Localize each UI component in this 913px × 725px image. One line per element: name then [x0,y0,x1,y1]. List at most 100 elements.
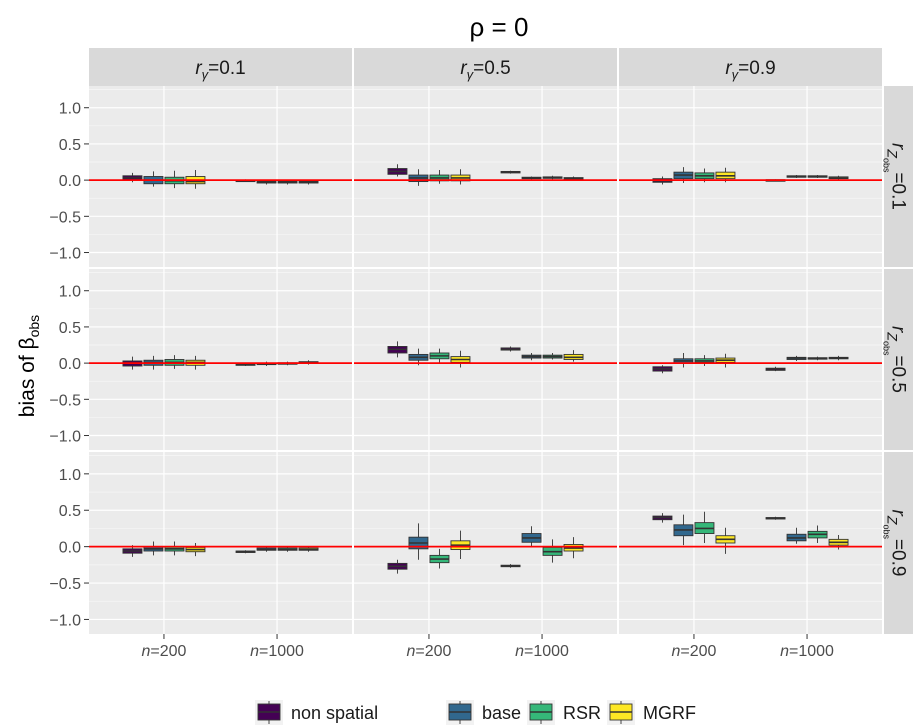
y-tick-label: 0.0 [59,356,81,373]
y-tick-label: 1.0 [59,467,81,484]
strip-row-subsub: obs [882,341,892,356]
box-base [786,175,807,178]
box-non-spatial [500,564,521,568]
box-mgrf [563,350,584,362]
legend-item-mgrf: MGRF [607,700,696,725]
strip-col-suffix: =0.1 [208,58,246,79]
x-tick-rest: =200 [415,643,451,660]
strip-col-3 [619,48,882,86]
box-non-spatial [387,559,408,574]
strip-row-subscript: Z [885,331,901,341]
y-tick-label: −0.5 [49,392,81,409]
strip-row-3 [884,452,913,634]
legend-item-non-spatial: non spatial [255,700,378,725]
x-tick-label: n=200 [141,643,186,660]
box-non-spatial [387,341,408,358]
strip-row-suffix: =0.5 [888,355,909,393]
x-tick-label: n=1000 [515,643,569,660]
box-rsr [694,511,715,543]
strip-row-suffix: =0.9 [888,539,909,577]
box-rsr [429,169,450,184]
strip-col-subscript: γ [202,67,210,82]
box-rsr [542,352,563,360]
x-tick-italic: n [250,643,259,660]
svg-text:bias of βobs: bias of βobs [16,315,42,417]
box-non-spatial [652,365,673,374]
panel-bg [89,452,352,634]
x-tick-rest: =1000 [789,643,834,660]
strip-row-prefix: r [888,143,909,150]
strip-row-subscript: Z [885,515,901,525]
box-non-spatial [652,513,673,523]
box-base [786,355,807,361]
box-mgrf [450,350,471,368]
panel-bg [354,452,617,634]
box-rsr [807,525,828,543]
x-tick-italic: n [780,643,789,660]
panel-bg [619,269,882,450]
box-rsr [542,175,563,180]
box-rsr [429,348,450,364]
x-tick-rest: =200 [680,643,716,660]
y-axis-title-subscript: obs [26,315,42,338]
box-rsr [807,356,828,361]
box-base [256,546,277,552]
strip-row-prefix: r [888,326,909,333]
legend-label: MGRF [643,703,696,723]
y-tick-label: 0.5 [59,503,81,520]
y-axis-title: bias of βobs [16,315,42,417]
x-tick-label: n=1000 [780,643,834,660]
plot-area: rγ=0.1 rγ=0.5 rγ=0.9rZobs=0.1rZobs=0.5rZob… [49,48,913,660]
strip-row-label-1: rZobs=0.1 [882,143,909,210]
box-non-spatial [500,170,521,174]
strip-row-2 [884,269,913,450]
box-base [408,169,429,186]
panel-bg [89,269,352,450]
y-tick-label: −0.5 [49,209,81,226]
box-rsr [807,175,828,178]
box-mgrf [828,355,849,361]
box-rsr [429,548,450,569]
y-tick-label: −0.5 [49,576,81,593]
box-mgrf [563,537,584,559]
strip-row-subsub: obs [882,524,892,539]
box-base [786,527,807,544]
box-base [673,167,694,184]
x-tick-italic: n [515,643,524,660]
strip-row-1 [884,86,913,267]
strip-row-subsub: obs [882,158,892,173]
box-mgrf [450,530,471,560]
x-tick-italic: n [141,643,150,660]
box-base [521,352,542,361]
x-tick-italic: n [406,643,415,660]
legend-label: RSR [563,703,601,723]
y-tick-label: 0.0 [59,173,81,190]
strip-col-subscript: γ [467,67,475,82]
box-non-spatial [765,366,786,372]
y-tick-label: 0.5 [59,137,81,154]
legend-label: base [482,703,521,723]
y-tick-label: −1.0 [49,246,81,263]
box-non-spatial [765,516,786,520]
strip-col-prefix: r [195,58,202,79]
y-tick-label: 0.5 [59,320,81,337]
x-tick-italic: n [671,643,680,660]
strip-col-label-3: rγ=0.9 [725,58,775,82]
chart-title: ρ = 0 [470,12,529,42]
box-non-spatial [500,346,521,352]
x-tick-rest: =1000 [259,643,304,660]
box-non-spatial [387,164,408,177]
strip-col-subscript: γ [732,67,740,82]
box-rsr [277,546,298,552]
y-tick-label: −1.0 [49,612,81,629]
x-tick-label: n=200 [671,643,716,660]
y-tick-label: 1.0 [59,284,81,301]
panel-bg [354,86,617,267]
y-tick-label: −1.0 [49,429,81,446]
box-base [673,514,694,546]
strip-row-suffix: =0.1 [888,172,909,210]
strip-col-label-2: rγ=0.5 [460,58,510,82]
box-mgrf [715,527,736,554]
box-base [673,352,694,368]
legend: non spatial base RSR MGRF [255,700,696,725]
